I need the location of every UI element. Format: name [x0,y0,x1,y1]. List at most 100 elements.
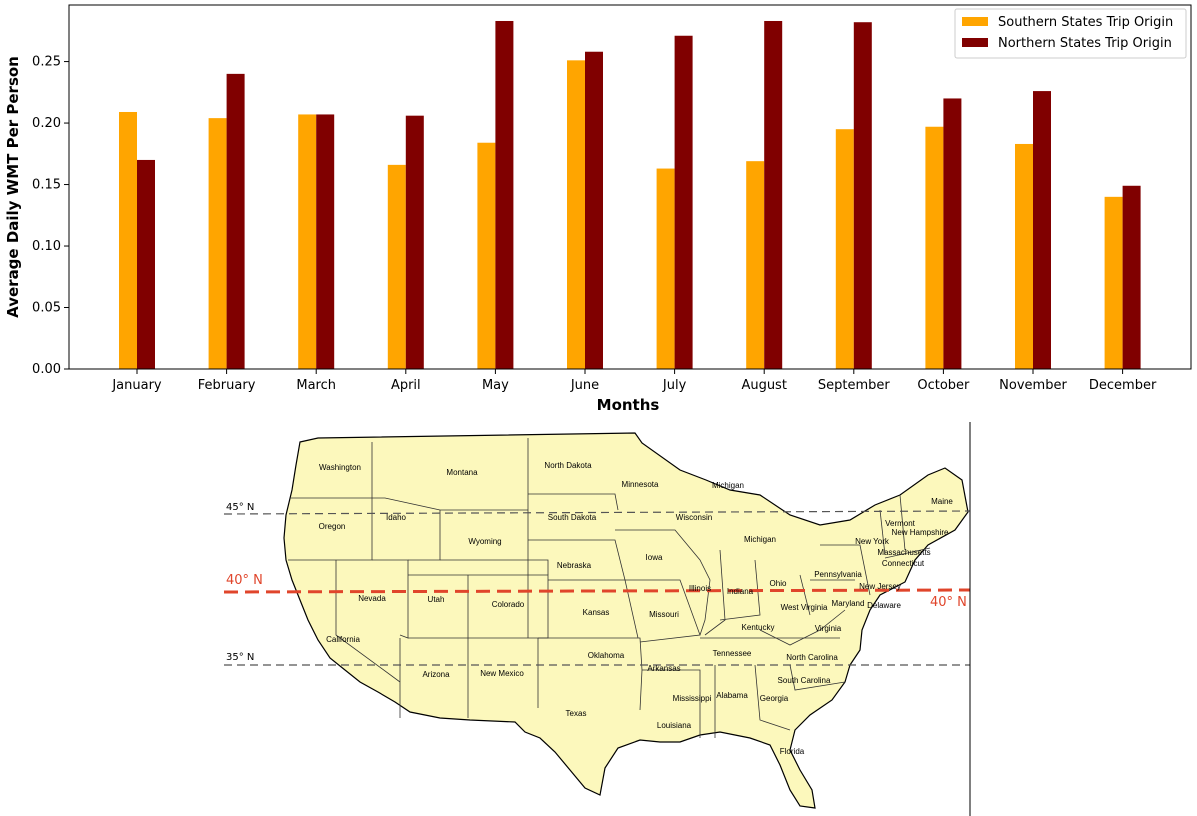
state-label-maine: Maine [931,497,953,506]
state-label-mississippi: Mississippi [673,694,712,703]
state-label-louisiana: Louisiana [657,721,692,730]
x-tick-label-may: May [482,378,509,393]
y-tick-label: 0.05 [32,301,61,316]
state-label-new-hampshire: New Hampshire [892,528,949,537]
bar-northern-january [137,159,155,369]
x-tick-label-september: September [818,378,891,393]
bar-northern-november [1033,91,1051,369]
bar-northern-february [226,73,245,369]
legend-label-southern: Southern States Trip Origin [998,15,1173,30]
x-tick-label-march: March [296,378,336,393]
x-axis-ticks: January February March April May June July Augu… [111,369,1157,393]
state-label-new-york: New York [855,537,890,546]
state-label-oklahoma: Oklahoma [588,651,625,660]
state-label-kentucky: Kentucky [742,623,775,632]
state-label-west-virginia: West Virginia [781,603,828,612]
state-label-illinois: Illinois [689,584,711,593]
state-label-michigan: Michigan [712,481,744,490]
state-label-maryland: Maryland [832,599,865,608]
legend-label-northern: Northern States Trip Origin [998,36,1172,51]
bar-northern-march [316,114,335,369]
state-label-iowa: Iowa [646,553,663,562]
x-tick-label-november: November [999,378,1067,393]
bar-southern-january [119,111,137,370]
x-tick-label-july: July [662,378,687,393]
state-label-minnesota: Minnesota [622,480,659,489]
y-tick-label: 0.00 [32,362,61,377]
bar-chart: 0.00 0.05 0.10 0.15 0.20 0.25 January February… [4,4,1192,414]
state-label-arkansas: Arkansas [647,664,680,673]
legend-swatch-southern [962,17,988,26]
latitude-40-line [223,588,971,594]
state-label-florida: Florida [780,747,805,756]
bar-northern-august [764,20,783,370]
x-tick-label-august: August [741,378,787,393]
latitude-40-label-right: 40° N [930,595,967,610]
y-tick-label: 0.20 [32,116,61,131]
state-label-tennessee: Tennessee [713,649,752,658]
state-label-oregon: Oregon [319,522,346,531]
state-label-nebraska: Nebraska [557,561,592,570]
legend-box [954,8,1187,59]
bar-southern-august [746,161,765,369]
state-label-montana: Montana [446,468,478,477]
state-label-north-dakota: North Dakota [544,461,592,470]
state-label-new-jersey: New Jersey [859,582,901,591]
y-axis-label: Average Daily WMT Per Person [4,56,22,318]
bar-southern-may [477,142,496,369]
state-label-idaho: Idaho [386,513,407,522]
state-label-ohio: Ohio [770,579,787,588]
x-tick-label-june: June [570,378,599,393]
state-label-connecticut: Connecticut [882,559,925,568]
state-label-delaware: Delaware [867,601,901,610]
state-label-vermont: Vermont [885,519,916,528]
bar-southern-october [925,126,944,369]
x-tick-label-january: January [111,378,162,393]
state-label-kansas: Kansas [583,608,610,617]
bar-southern-november [1015,143,1033,369]
state-label-north-carolina: North Carolina [786,653,838,662]
bar-northern-september [853,22,872,369]
latitude-45-label: 45° N [226,502,254,513]
state-label-south-dakota: South Dakota [548,513,597,522]
bar-northern-july [674,35,693,369]
state-label-new-mexico: New Mexico [480,669,524,678]
plot-frame [68,4,1192,370]
state-label-missouri: Missouri [649,610,679,619]
bars-group [119,20,1141,370]
state-label-texas: Texas [566,709,587,718]
y-tick-label: 0.15 [32,178,61,193]
bar-southern-february [208,118,227,369]
bar-northern-april [405,115,424,369]
y-axis-ticks: 0.00 0.05 0.10 0.15 0.20 0.25 [32,55,69,377]
state-label-california: California [326,635,360,644]
latitude-40-label-left: 40° N [226,573,263,588]
state-label-utah: Utah [428,595,445,604]
bar-northern-october [943,98,962,369]
latitude-35-label: 35° N [226,652,254,663]
bar-southern-july [656,168,675,369]
x-tick-label-october: October [917,378,970,393]
state-label-south-carolina: South Carolina [778,676,831,685]
bar-southern-september [835,129,854,369]
state-label-washington: Washington [319,463,361,472]
state-label-massachusetts: Massachusetts [877,548,930,557]
bar-southern-june [567,60,585,370]
x-tick-label-april: April [391,378,421,393]
state-label-nevada: Nevada [358,594,386,603]
bar-southern-december [1104,196,1123,369]
x-tick-label-february: February [198,378,256,393]
legend-swatch-northern [962,38,988,47]
bar-southern-april [387,164,406,369]
latitude-45-line [223,510,971,515]
state-label-alabama: Alabama [716,691,748,700]
y-tick-label: 0.10 [32,239,61,254]
bar-northern-may [495,20,514,370]
us-map: 45° N 40° N 40° N 35° N Washington Montan… [223,422,971,816]
conus-landmass [283,432,969,809]
state-label-michigan: Michigan [744,535,776,544]
y-tick-label: 0.25 [32,55,61,70]
bar-northern-december [1122,185,1141,369]
state-labels: Washington Montana North Dakota Minnesota Mi… [319,461,954,756]
state-label-wyoming: Wyoming [468,537,501,546]
